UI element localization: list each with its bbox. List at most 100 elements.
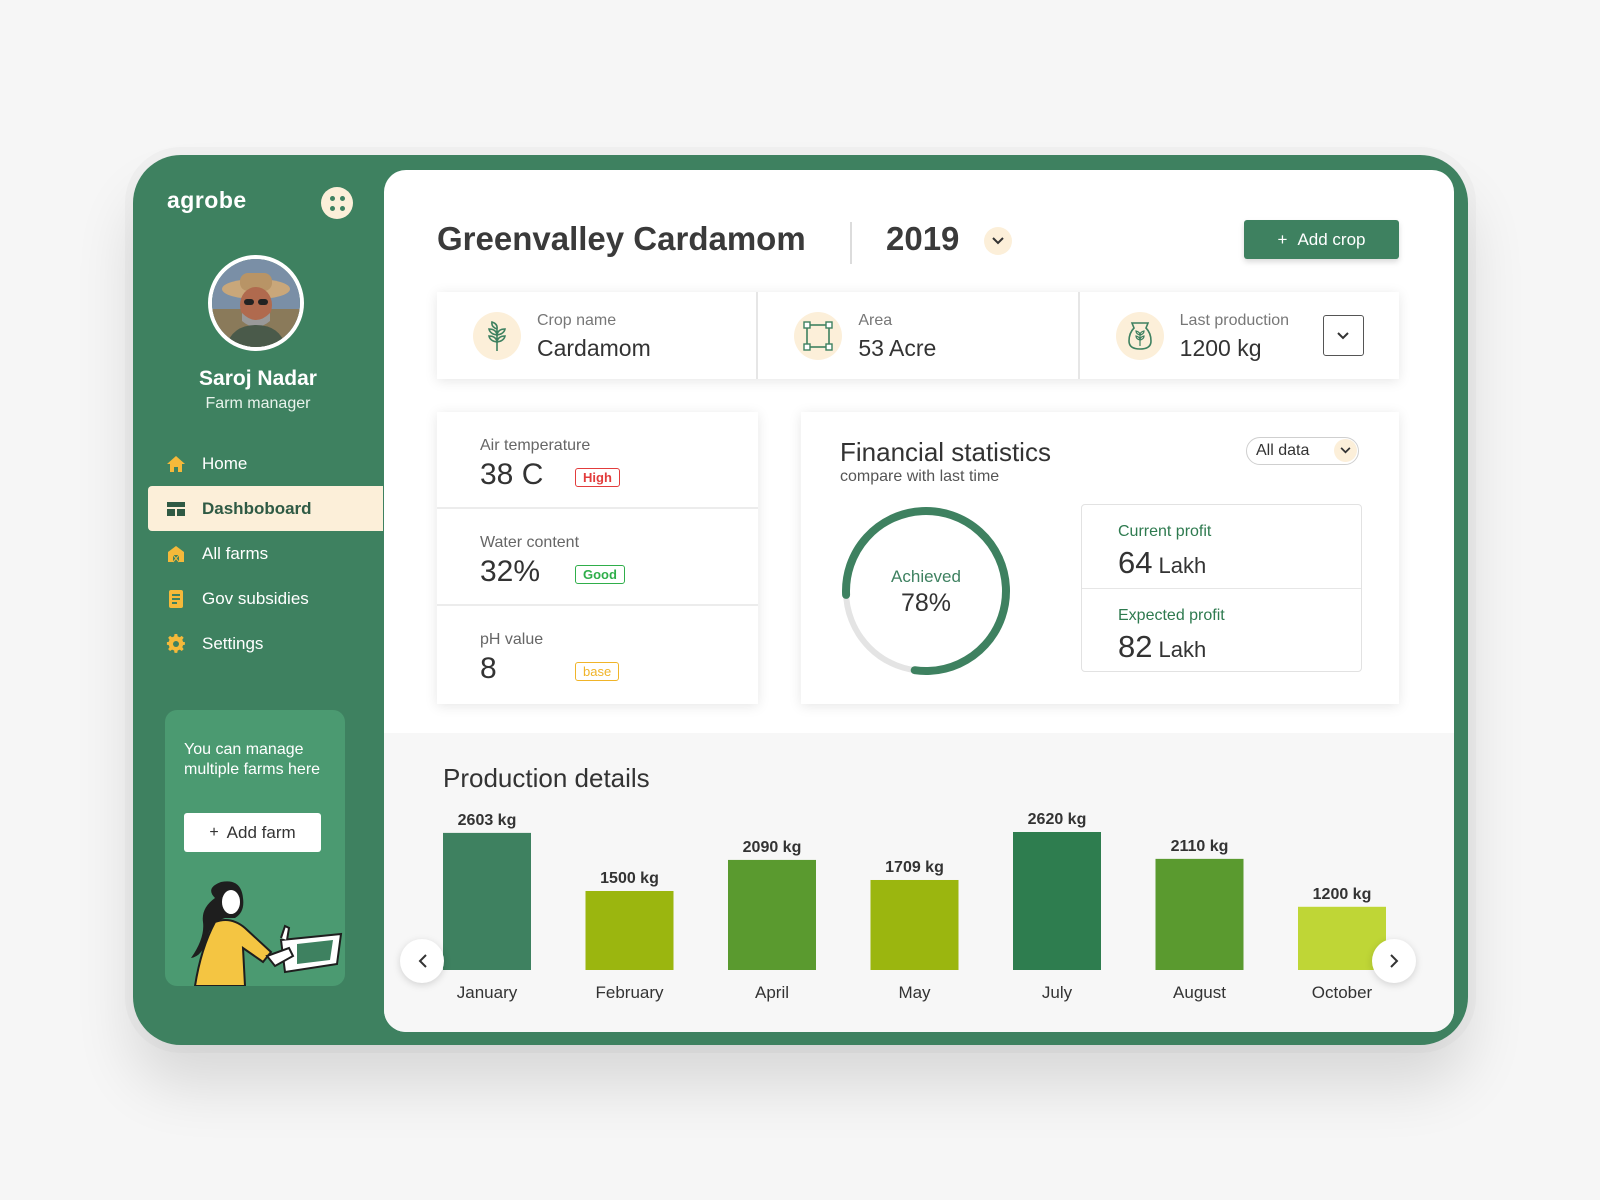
bar-february[interactable] — [585, 890, 674, 970]
add-crop-button[interactable]: + Add crop — [1244, 220, 1399, 259]
document-icon — [169, 589, 183, 608]
achieved-value: 78% — [900, 589, 952, 617]
current-profit-value: 64 Lakh — [1118, 545, 1207, 580]
current-profit-unit: Lakh — [1158, 553, 1207, 578]
expected-profit-unit: Lakh — [1158, 637, 1207, 662]
sack-icon — [1115, 312, 1164, 360]
sidebar-item-all-farms[interactable]: All farms — [148, 531, 383, 576]
area-value: 53 Acre — [858, 335, 937, 361]
status-badge: High — [575, 468, 620, 487]
chevron-down-icon — [1334, 439, 1357, 462]
page-title: Greenvalley Cardamom — [437, 220, 806, 257]
home-icon — [167, 455, 185, 472]
achievement-ring — [842, 507, 1010, 675]
bar-value-label: 2620 kg — [1028, 811, 1087, 828]
ph-value-metric: pH value 8 base — [437, 606, 758, 703]
bar-july[interactable] — [1013, 832, 1101, 970]
sidebar-item-label: All farms — [202, 543, 269, 563]
category-label: February — [595, 983, 664, 1002]
title-divider — [850, 222, 852, 264]
add-farm-label: Add farm — [226, 822, 296, 842]
expected-profit: Expected profit 82 Lakh — [1082, 589, 1361, 672]
last-production-value: 1200 kg — [1179, 335, 1262, 361]
sidebar-item-gov-subsidies[interactable]: Gov subsidies — [148, 576, 383, 621]
category-label: April — [755, 983, 789, 1002]
sidebar-item-settings[interactable]: Settings — [148, 621, 383, 666]
gear-icon — [166, 633, 185, 653]
category-label: July — [1042, 983, 1073, 1002]
bar-october[interactable] — [1298, 906, 1386, 970]
area-icon — [794, 312, 843, 360]
expected-profit-value: 82 Lakh — [1118, 629, 1207, 664]
bar-value-label: 1500 kg — [600, 870, 659, 887]
bar-april[interactable] — [728, 859, 816, 970]
bar-value-label: 1709 kg — [885, 859, 944, 876]
production-title: Production details — [443, 763, 650, 793]
air-temperature-metric: Air temperature 38 C High — [437, 412, 758, 509]
year-selector[interactable]: 2019 — [886, 220, 960, 257]
user-name: Saroj Nadar — [199, 367, 317, 390]
crop-name-card: Crop name Cardamom — [437, 292, 759, 379]
plus-icon: + — [1277, 229, 1288, 249]
sidebar-item-home[interactable]: Home — [148, 441, 383, 486]
wheat-icon — [473, 312, 521, 360]
environment-metrics: Air temperature 38 C High Water content … — [437, 412, 758, 704]
financial-subtitle: compare with last time — [840, 468, 1000, 485]
chart-next-button[interactable] — [1372, 939, 1416, 983]
metric-value: 32% — [480, 555, 541, 588]
crop-info-strip: Crop name Cardamom Area 53 Acre Last pro… — [437, 292, 1399, 379]
crop-name-value: Cardamom — [537, 335, 651, 361]
metric-value: 38 C — [480, 458, 544, 491]
chart-prev-button[interactable] — [400, 939, 444, 983]
financial-title: Financial statistics — [840, 437, 1051, 467]
farm-icon — [168, 545, 184, 562]
production-bar-chart: 2603 kg January 1500 kg February 2090 kg Apri… — [443, 811, 1386, 1002]
sidebar-item-label: Dashboboard — [202, 498, 312, 518]
sidebar-item-dashboard[interactable]: Dashboboard — [148, 486, 383, 531]
chevron-right-icon — [1389, 954, 1398, 968]
category-label: May — [898, 983, 931, 1002]
profit-summary: Current profit 64 Lakh Expected profit 82… — [1081, 504, 1362, 672]
apps-menu-icon[interactable] — [321, 187, 353, 219]
data-filter-label: All data — [1256, 442, 1310, 459]
bar-january[interactable] — [443, 832, 531, 970]
status-badge: base — [575, 662, 620, 681]
last-production-card: Last production 1200 kg — [1080, 292, 1399, 379]
data-filter-dropdown[interactable]: All data — [1246, 437, 1359, 465]
main-content: Greenvalley Cardamom 2019 + Add crop Cro… — [384, 170, 1454, 1032]
sidebar-nav: Home Dashboboard All farms Gov subsidies… — [148, 441, 383, 666]
user-role: Farm manager — [205, 395, 311, 412]
bar-may[interactable] — [870, 879, 959, 970]
achieved-label: Achieved — [891, 567, 961, 586]
last-production-dropdown[interactable] — [1322, 315, 1364, 356]
financial-statistics-card: Financial statistics compare with last t… — [801, 412, 1399, 704]
current-profit: Current profit 64 Lakh — [1082, 505, 1361, 589]
bar-value-label: 2090 kg — [743, 839, 802, 856]
last-production-label: Last production — [1179, 312, 1290, 329]
water-content-metric: Water content 32% Good — [437, 509, 758, 606]
multi-farm-promo: You can manage multiple farms here + Add… — [165, 710, 345, 986]
chevron-down-icon[interactable] — [984, 227, 1012, 255]
area-card: Area 53 Acre — [758, 292, 1080, 379]
bar-value-label: 2603 kg — [458, 812, 517, 829]
woman-laptop-illustration — [191, 881, 343, 986]
bar-august[interactable] — [1155, 858, 1244, 970]
chevron-left-icon — [418, 954, 427, 968]
dashboard-icon — [167, 501, 185, 516]
achievement-ring-progress — [842, 507, 1010, 675]
category-label: August — [1173, 983, 1226, 1002]
current-profit-label: Current profit — [1118, 523, 1212, 540]
status-badge: Good — [575, 565, 625, 584]
add-farm-button[interactable]: + Add farm — [184, 813, 321, 852]
metric-label: pH value — [480, 631, 544, 648]
bar-value-label: 1200 kg — [1313, 886, 1372, 903]
expected-profit-label: Expected profit — [1118, 607, 1225, 624]
crop-name-label: Crop name — [537, 312, 617, 329]
production-details-section: Production details 2603 kg January 1500 kg… — [384, 733, 1454, 1032]
avatar[interactable] — [208, 255, 304, 351]
category-label: October — [1312, 983, 1373, 1002]
sidebar-item-label: Settings — [202, 633, 264, 653]
brand-logo: agrobe — [167, 187, 247, 213]
metric-label: Water content — [480, 534, 580, 551]
sidebar-item-label: Home — [202, 453, 248, 473]
